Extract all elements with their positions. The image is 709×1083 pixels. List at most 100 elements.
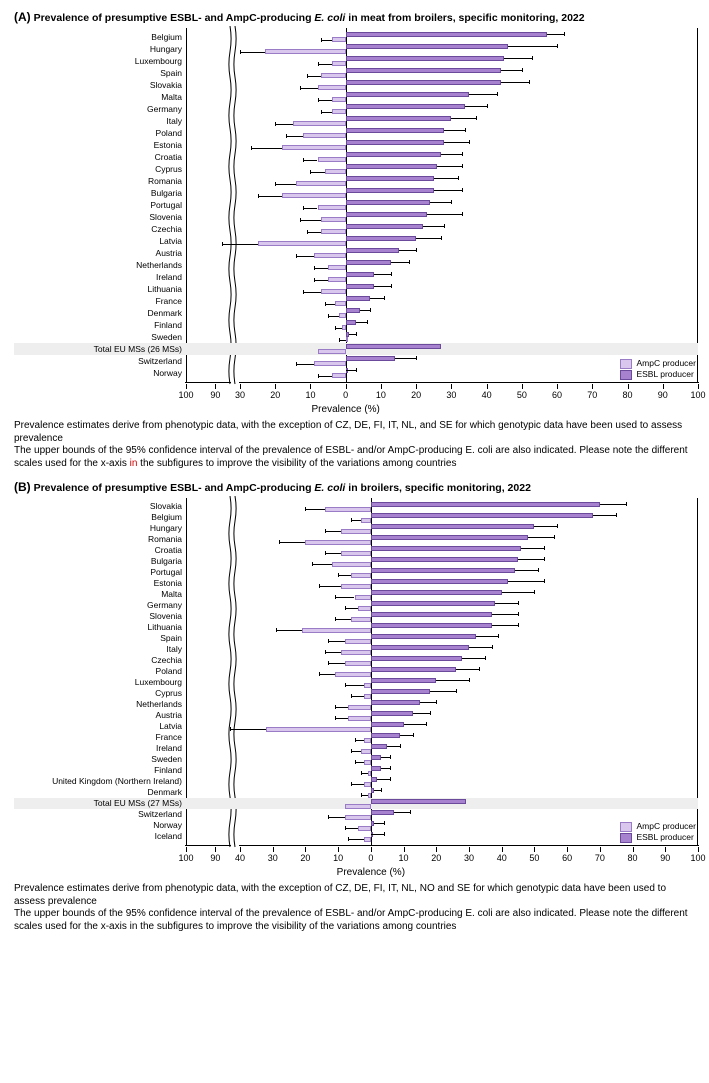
ampc-bar <box>332 562 371 567</box>
row-label: Lithuania <box>10 622 186 633</box>
x-axis-label: Prevalence (%) <box>337 867 405 878</box>
ampc-bar <box>345 661 371 666</box>
row-label: United Kingdom (Northern Ireland) <box>10 776 186 787</box>
legend: AmpC producerESBL producer <box>620 358 696 380</box>
ampc-bar <box>361 518 371 523</box>
ampc-bar <box>314 361 346 366</box>
x-axis-label: Prevalence (%) <box>312 404 380 415</box>
esbl-bar <box>346 200 431 205</box>
chart-row: Slovenia <box>240 211 698 223</box>
row-label: Romania <box>10 534 186 545</box>
esbl-bar <box>346 248 399 253</box>
ampc-bar <box>361 749 371 754</box>
ampc-bar <box>332 61 346 66</box>
chart-row: Malta <box>240 91 698 103</box>
row-label: Ireland <box>10 743 186 754</box>
esbl-bar <box>346 260 392 265</box>
ampc-bar <box>332 97 346 102</box>
esbl-bar <box>346 224 424 229</box>
chart-row: Hungary <box>240 523 698 534</box>
ampc-bar <box>345 804 371 809</box>
row-label: Latvia <box>10 721 186 732</box>
esbl-bar <box>371 678 436 683</box>
chart-row: Poland <box>240 127 698 139</box>
chart-row: Spain <box>240 67 698 79</box>
esbl-bar <box>346 128 445 133</box>
row-label: Germany <box>10 103 186 115</box>
esbl-bar <box>346 272 374 277</box>
panel-b-letter: (B) <box>14 480 31 494</box>
esbl-bar <box>371 733 400 738</box>
row-label: Norway <box>10 367 186 379</box>
chart-row: Luxembourg <box>240 677 698 688</box>
chart-row: Bulgaria <box>240 556 698 567</box>
esbl-bar <box>346 236 416 241</box>
row-label: Slovenia <box>10 611 186 622</box>
row-label: Portugal <box>10 567 186 578</box>
ampc-bar <box>303 133 345 138</box>
ampc-bar <box>346 337 348 342</box>
esbl-bar <box>371 755 381 760</box>
panel-b-caption-1: Prevalence estimates derive from phenoty… <box>14 883 695 908</box>
panel-a-caption-2: The upper bounds of the 95% confidence i… <box>14 445 695 470</box>
esbl-bar <box>371 645 469 650</box>
esbl-bar <box>371 700 420 705</box>
esbl-bar <box>346 164 438 169</box>
row-label: Total EU MSs (26 MSs) <box>10 343 186 355</box>
ampc-bar <box>305 540 370 545</box>
row-label: Lithuania <box>10 283 186 295</box>
esbl-bar <box>371 656 463 661</box>
esbl-bar <box>371 623 492 628</box>
row-label: Belgium <box>10 512 186 523</box>
esbl-bar <box>371 722 404 727</box>
row-label: Croatia <box>10 151 186 163</box>
esbl-bar <box>346 44 508 49</box>
panel-a-chart: BelgiumHungaryLuxembourgSpainSlovakiaMal… <box>14 28 694 416</box>
panel-a-caption: Prevalence estimates derive from phenoty… <box>14 420 695 470</box>
esbl-bar <box>371 513 593 518</box>
chart-row: Czechia <box>240 655 698 666</box>
esbl-bar <box>346 308 360 313</box>
row-label: Latvia <box>10 235 186 247</box>
row-label: Slovakia <box>10 501 186 512</box>
esbl-bar <box>346 104 466 109</box>
ampc-bar <box>265 49 346 54</box>
chart-row: Finland <box>240 765 698 776</box>
chart-row: Latvia <box>240 721 698 732</box>
esbl-bar <box>371 634 476 639</box>
chart-row: Germany <box>240 103 698 115</box>
esbl-bar <box>371 535 528 540</box>
ampc-bar <box>341 584 370 589</box>
chart-row: Slovenia <box>240 611 698 622</box>
esbl-bar <box>346 116 452 121</box>
chart-row: Denmark <box>240 787 698 798</box>
row-label: Romania <box>10 175 186 187</box>
row-label: Hungary <box>10 43 186 55</box>
chart-row: France <box>240 295 698 307</box>
ampc-bar <box>345 639 371 644</box>
panel-b-title-1: Prevalence of presumptive ESBL- and AmpC… <box>34 482 315 494</box>
chart-row: Total EU MSs (27 MSs) <box>240 798 698 809</box>
chart-row: Estonia <box>240 139 698 151</box>
chart-row: Romania <box>240 175 698 187</box>
row-label: Hungary <box>10 523 186 534</box>
row-label: Iceland <box>10 831 186 842</box>
row-label: Slovenia <box>10 211 186 223</box>
row-label: Malta <box>10 91 186 103</box>
row-label: Bulgaria <box>10 556 186 567</box>
chart-row: Germany <box>240 600 698 611</box>
chart-row: Malta <box>240 589 698 600</box>
row-label: Slovakia <box>10 79 186 91</box>
legend: AmpC producerESBL producer <box>620 821 696 843</box>
esbl-bar <box>346 80 501 85</box>
chart-row: Portugal <box>240 567 698 578</box>
ampc-bar <box>341 551 370 556</box>
ampc-bar <box>332 373 346 378</box>
ampc-bar <box>364 782 371 787</box>
ampc-bar <box>321 217 346 222</box>
esbl-bar <box>371 590 502 595</box>
chart-row: Lithuania <box>240 622 698 633</box>
panel-a-caption-1: Prevalence estimates derive from phenoty… <box>14 420 695 445</box>
row-label: Estonia <box>10 139 186 151</box>
row-label: Germany <box>10 600 186 611</box>
